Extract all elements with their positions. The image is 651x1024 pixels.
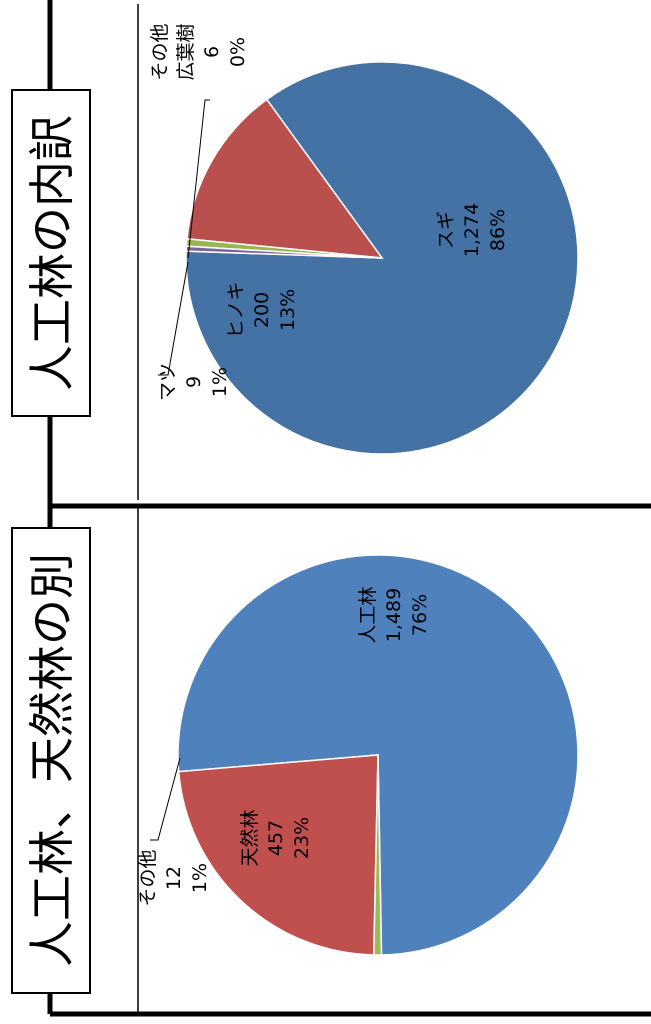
svg-text:76%: 76% (409, 594, 431, 636)
svg-text:1,274: 1,274 (461, 203, 483, 257)
svg-text:1%: 1% (209, 367, 231, 397)
slice-label-sonota: その他 12 1% (137, 849, 211, 906)
slice-label-hinoki: ヒノキ 200 13% (225, 281, 299, 338)
svg-text:9: 9 (183, 376, 205, 388)
pie-slice-4 (185, 245, 383, 259)
slice-label-matsu: マツ 9 1% (157, 363, 231, 401)
svg-text:23%: 23% (291, 817, 313, 859)
chart-title-2: 人工林、天然林の別 (25, 553, 79, 967)
chart-title-1: 人工林の内訳 (25, 115, 79, 391)
pie-chart-2 (177, 554, 579, 956)
pie-slice-2 (186, 98, 384, 259)
pie-slice-3 (373, 754, 383, 956)
slice-label-jinkorin: 人工林 1,489 76% (357, 586, 431, 643)
svg-text:200: 200 (251, 292, 273, 328)
svg-text:その他: その他 (137, 849, 159, 906)
svg-text:ヒノキ: ヒノキ (225, 281, 247, 338)
svg-text:0%: 0% (227, 37, 249, 67)
svg-text:457: 457 (265, 820, 287, 856)
svg-text:1,489: 1,489 (383, 588, 405, 642)
svg-text:13%: 13% (277, 289, 299, 331)
svg-text:1%: 1% (189, 863, 211, 893)
leader-line-matsu (158, 261, 189, 376)
svg-text:スギ: スギ (435, 211, 457, 249)
leader-line-sonota (150, 757, 181, 841)
chart-title-box-2: 人工林、天然林の別 (11, 527, 91, 994)
svg-text:天然林: 天然林 (239, 809, 261, 866)
svg-text:12: 12 (163, 866, 185, 890)
pie-chart-1 (185, 61, 579, 455)
chart-title-box-1: 人工林の内訳 (11, 89, 91, 417)
svg-text:86%: 86% (487, 209, 509, 251)
svg-text:マツ: マツ (157, 363, 179, 401)
pie-slice-2 (177, 754, 379, 956)
leader-lines (150, 99, 210, 841)
slice-label-tennenrin: 天然林 457 23% (239, 809, 313, 866)
svg-text:広葉樹: 広葉樹 (175, 23, 197, 80)
svg-text:その他: その他 (149, 23, 171, 80)
slice-label-sonota-koyoju: その他 広葉樹 6 0% (149, 23, 249, 80)
leader-line-sonota-koyoju (187, 99, 210, 259)
slice-label-sugi: スギ 1,274 86% (435, 203, 509, 257)
svg-text:6: 6 (201, 46, 223, 58)
svg-text:人工林: 人工林 (357, 586, 379, 643)
